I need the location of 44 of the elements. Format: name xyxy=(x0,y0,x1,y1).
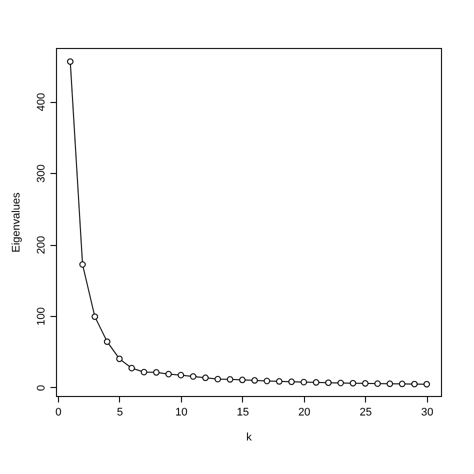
point xyxy=(239,376,246,384)
x-tick-label: 25 xyxy=(360,406,372,418)
y-axis-title: Eigenvalues xyxy=(10,192,22,252)
x-tick-label: 10 xyxy=(175,406,188,418)
point xyxy=(178,372,184,378)
point xyxy=(79,261,86,268)
point xyxy=(424,380,430,388)
y-tick-label: 0 xyxy=(36,384,48,391)
point xyxy=(312,379,320,386)
x-tick-label: 0 xyxy=(55,406,62,418)
point xyxy=(165,370,172,378)
point xyxy=(202,374,209,382)
point xyxy=(374,380,381,387)
x-tick-label: 15 xyxy=(236,406,249,418)
y-tick-label: 300 xyxy=(36,164,48,183)
y-tick-label: 100 xyxy=(36,307,48,326)
point xyxy=(226,376,234,383)
point xyxy=(288,378,295,386)
x-tick-label: 5 xyxy=(116,406,123,418)
point xyxy=(128,364,135,372)
point xyxy=(214,376,222,382)
point xyxy=(251,377,258,384)
point xyxy=(140,368,148,376)
y-tick-label: 200 xyxy=(36,236,48,254)
point xyxy=(276,378,282,385)
y-tick-label: 400 xyxy=(36,92,48,112)
point xyxy=(190,373,196,380)
point xyxy=(362,380,369,387)
point xyxy=(337,380,344,386)
point xyxy=(153,369,160,376)
point xyxy=(67,58,74,65)
point xyxy=(411,380,418,388)
point xyxy=(300,378,308,386)
point xyxy=(386,380,394,388)
point xyxy=(264,378,270,384)
x-axis-title: k xyxy=(246,432,252,444)
x-tick-label: 30 xyxy=(421,406,434,418)
point xyxy=(104,338,110,345)
x-tick-label: 20 xyxy=(298,406,310,418)
point xyxy=(325,379,332,386)
point xyxy=(116,356,123,362)
point xyxy=(92,313,98,320)
point xyxy=(398,380,406,388)
point xyxy=(350,380,356,386)
